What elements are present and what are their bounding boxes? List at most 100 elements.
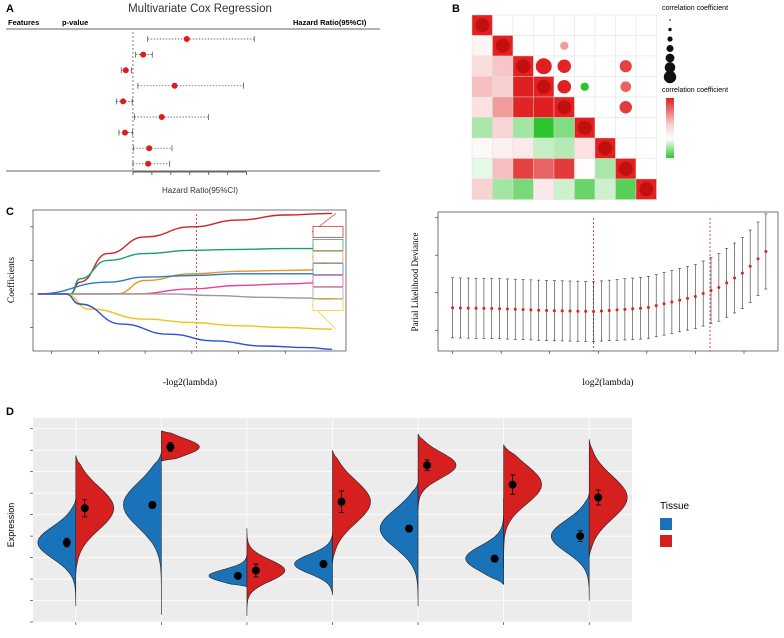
cv-mean-point: [482, 306, 486, 310]
heatmap-corr-circle: [557, 79, 572, 94]
cv-mean-point: [678, 298, 682, 302]
violin-half-tumor: [588, 439, 628, 558]
cv-mean-point: [615, 308, 619, 312]
violin-legend-title: Tissue: [660, 501, 690, 512]
cv-xlabel: log2(lambda): [582, 377, 633, 388]
cv-mean-point: [631, 307, 635, 311]
cv-mean-point: [709, 288, 713, 292]
size-legend-circle: [666, 45, 674, 52]
cv-mean-point: [748, 264, 752, 268]
cv-mean-point: [521, 308, 525, 312]
cv-mean-point: [686, 296, 690, 300]
heatmap-cell-upper: [594, 55, 616, 77]
lasso-series-line: [37, 273, 332, 295]
violin-mean-point: [319, 560, 328, 569]
violin-mean-point: [62, 538, 71, 547]
heatmap-cell-lower: [492, 96, 514, 118]
cv-mean-point: [740, 271, 744, 275]
heatmap-cell-upper: [574, 55, 596, 77]
cv-mean-point: [537, 308, 541, 312]
heatmap-cell-lower: [512, 117, 534, 139]
heatmap-cell-lower: [471, 117, 493, 139]
heatmap-cell-upper: [594, 35, 616, 57]
heatmap-cell-lower: [512, 76, 534, 98]
lasso-frame: [32, 209, 347, 352]
heatmap-cell-lower: [471, 96, 493, 118]
heatmap-cell-lower: [492, 76, 514, 98]
heatmap-diagonal-circle: [495, 38, 510, 53]
heatmap-cell-lower: [594, 178, 616, 200]
forest-hr-point: [145, 160, 152, 167]
cv-mean-point: [529, 308, 533, 312]
heatmap-cell-upper: [615, 137, 637, 159]
lasso-label-box: [312, 239, 344, 251]
heatmap-cell-upper: [635, 137, 657, 159]
heatmap-cell-lower: [492, 55, 514, 77]
violin-mean-point: [251, 566, 260, 575]
violin-mean-point: [337, 497, 346, 506]
cv-ylabel: Parial Likelihood Deviance: [410, 233, 420, 332]
violin-half-tumor: [332, 450, 371, 563]
heatmap-cell-upper: [533, 35, 555, 57]
heatmap-diagonal-circle: [598, 141, 613, 156]
size-legend-circle: [663, 70, 677, 84]
heatmap-corr-circle: [560, 41, 569, 50]
violin-half-normal: [123, 452, 162, 615]
cv-mean-point: [545, 308, 549, 312]
violin-mean-point: [594, 493, 603, 502]
heatmap-corr-circle: [619, 60, 632, 73]
heatmap-cell-lower: [512, 96, 534, 118]
heatmap-cell-lower: [471, 35, 493, 57]
violin-half-tumor: [503, 444, 542, 569]
cv-mean-point: [607, 308, 611, 312]
violin-chart: Expression Tissue: [6, 418, 690, 625]
heatmap-diagonal-circle: [618, 161, 633, 176]
cv-mean-point: [733, 276, 737, 280]
heatmap-diagonal-circle: [475, 18, 490, 33]
heatmap-cell-lower: [471, 137, 493, 159]
lasso-series-line: [37, 212, 333, 295]
violin-mean-point: [405, 524, 414, 533]
violin-mean-point: [166, 442, 175, 451]
cv-mean-point: [670, 300, 674, 304]
forest-hr-point: [158, 114, 165, 120]
heatmap-cell-upper: [512, 35, 534, 57]
cv-mean-point: [560, 309, 564, 313]
lasso-xlabel: -log2(lambda): [163, 377, 217, 388]
heatmap-cell-lower: [471, 178, 493, 200]
forest-hr-point: [121, 129, 128, 136]
heatmap-cell-upper: [635, 76, 657, 98]
cv-mean-point: [458, 306, 462, 310]
cv-mean-point: [599, 309, 603, 313]
lasso-series-line: [37, 247, 332, 295]
violin-mean-point: [508, 480, 517, 489]
lasso-label-box: [312, 275, 344, 287]
cv-mean-point: [756, 257, 760, 261]
heatmap-cell-upper: [635, 14, 657, 36]
heatmap-cell-lower: [615, 178, 637, 200]
heatmap-cell-upper: [635, 117, 657, 139]
panel-label-b: B: [452, 3, 460, 15]
heatmap-cell-upper: [615, 14, 637, 36]
violin-half-normal: [379, 482, 419, 607]
size-legend-title: correlation coefficient: [662, 5, 728, 12]
heatmap-cell-upper: [635, 158, 657, 180]
heatmap-cell-lower: [471, 55, 493, 77]
cv-mean-point: [474, 306, 478, 310]
size-legend-circle: [668, 27, 672, 32]
forest-hr-point: [140, 51, 147, 58]
heatmap-cell-upper: [574, 14, 596, 36]
cv-mean-point: [662, 302, 666, 306]
heatmap-cell-lower: [492, 137, 514, 159]
cv-frame: [437, 211, 779, 352]
lasso-series-line: [37, 293, 333, 300]
forest-title: Multivariate Cox Regression: [128, 3, 272, 15]
violin-mean-point: [576, 532, 585, 541]
heatmap-corr-circle: [535, 58, 552, 75]
heatmap-corr-circle: [619, 101, 632, 114]
color-legend-bar: [666, 98, 674, 158]
heatmap-cell-lower: [471, 76, 493, 98]
violin-half-normal: [37, 498, 77, 607]
lasso-label-box: [312, 226, 344, 238]
size-legend-circle: [667, 36, 673, 42]
